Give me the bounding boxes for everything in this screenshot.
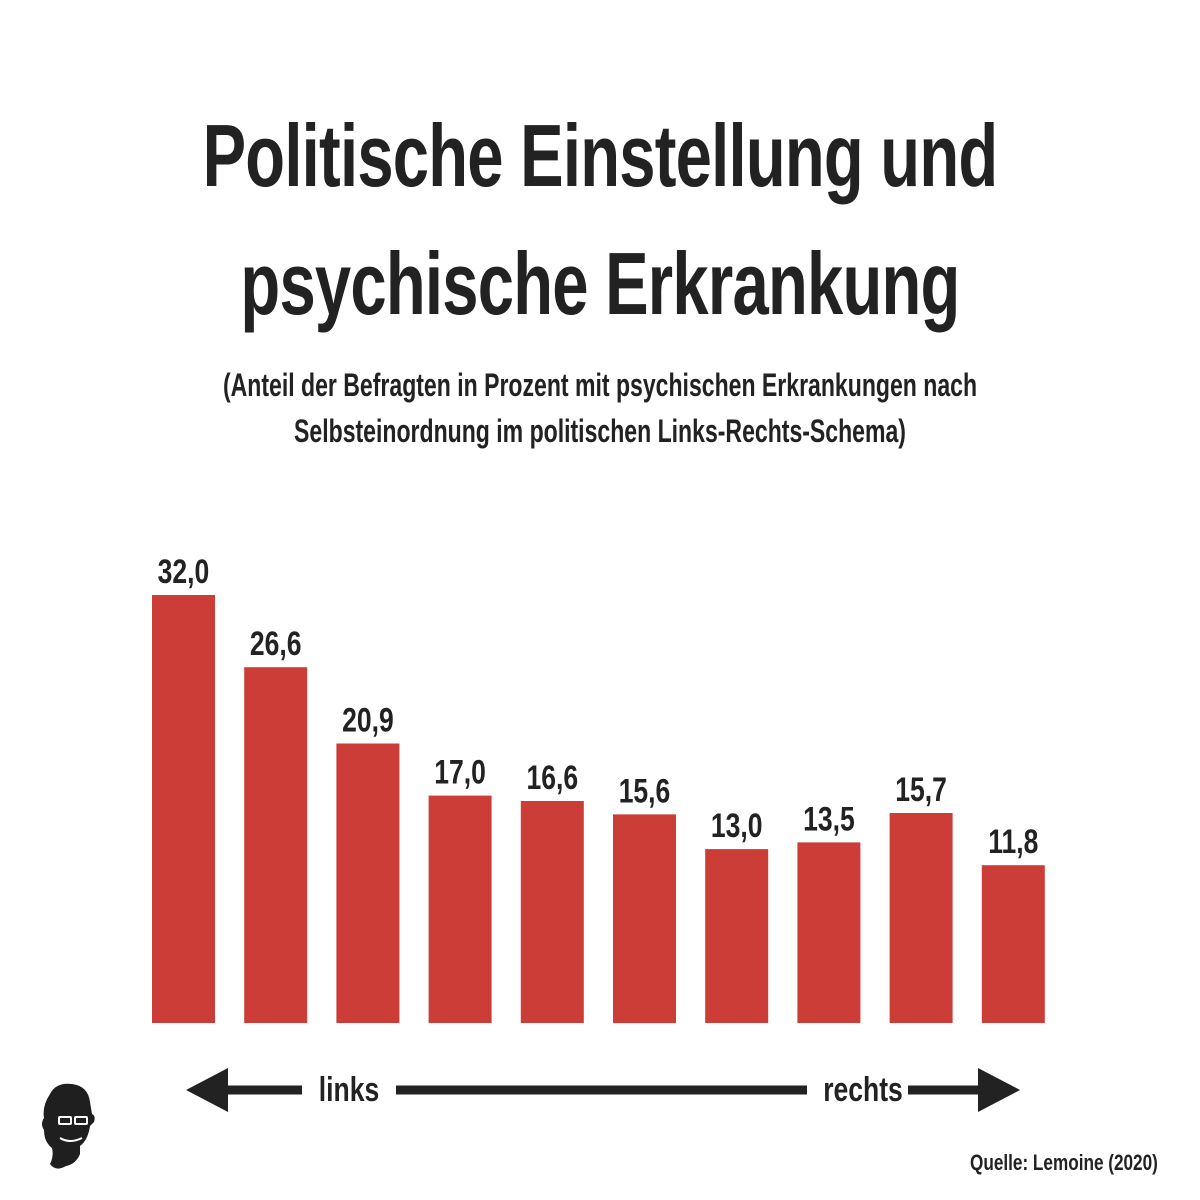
bar-value-label-8: 13,5 [803,800,855,838]
bar-4 [428,795,492,1023]
bars-layer [152,595,1045,1024]
chart-subtitle-line-2: Selbsteinordnung im politischen Links-Re… [294,413,906,449]
right-arrow-icon [978,1068,1020,1112]
bar-10 [981,865,1045,1023]
bar-1 [152,595,215,1023]
bar-9 [889,813,953,1023]
chart-title-line-1: Politische Einstellung und [202,106,999,205]
bar-8 [797,842,861,1023]
bar-2 [244,667,308,1023]
person-with-sunglasses-silhouette-icon [42,1083,95,1169]
bar-value-label-1: 32,0 [158,553,210,591]
chart-subtitle-line-1: (Anteil der Befragten in Prozent mit psy… [222,367,978,403]
bar-7 [705,849,769,1023]
bar-value-label-6: 15,6 [619,772,671,810]
chart-title-line-2: psychische Erkrankung [240,234,960,333]
source-credit: Quelle: Lemoine (2020) [970,1150,1158,1175]
bar-value-label-10: 11,8 [988,823,1038,861]
bar-value-label-5: 16,6 [526,759,578,797]
chart-subtitle: (Anteil der Befragten in Prozent mit psy… [168,362,1032,454]
bar-6 [613,814,676,1024]
political-axis: links rechts [186,1068,1020,1112]
bar-5 [520,801,584,1023]
bar-value-label-2: 26,6 [250,625,302,663]
bar-value-label-3: 20,9 [342,701,394,739]
axis-label-left: links [319,1071,379,1109]
axis-label-right: rechts [823,1071,903,1109]
chart-title: Politische Einstellung und psychische Er… [156,92,1044,348]
bar-value-label-4: 17,0 [434,753,486,791]
bar-value-label-7: 13,0 [711,807,763,845]
bar-value-label-9: 15,7 [895,771,947,809]
left-arrow-icon [186,1068,228,1112]
value-labels-layer: 32,0 26,6 20,9 17,0 16,6 15,6 13,0 13,5 15,7 11,8 [158,553,1039,861]
bar-3 [336,743,400,1023]
